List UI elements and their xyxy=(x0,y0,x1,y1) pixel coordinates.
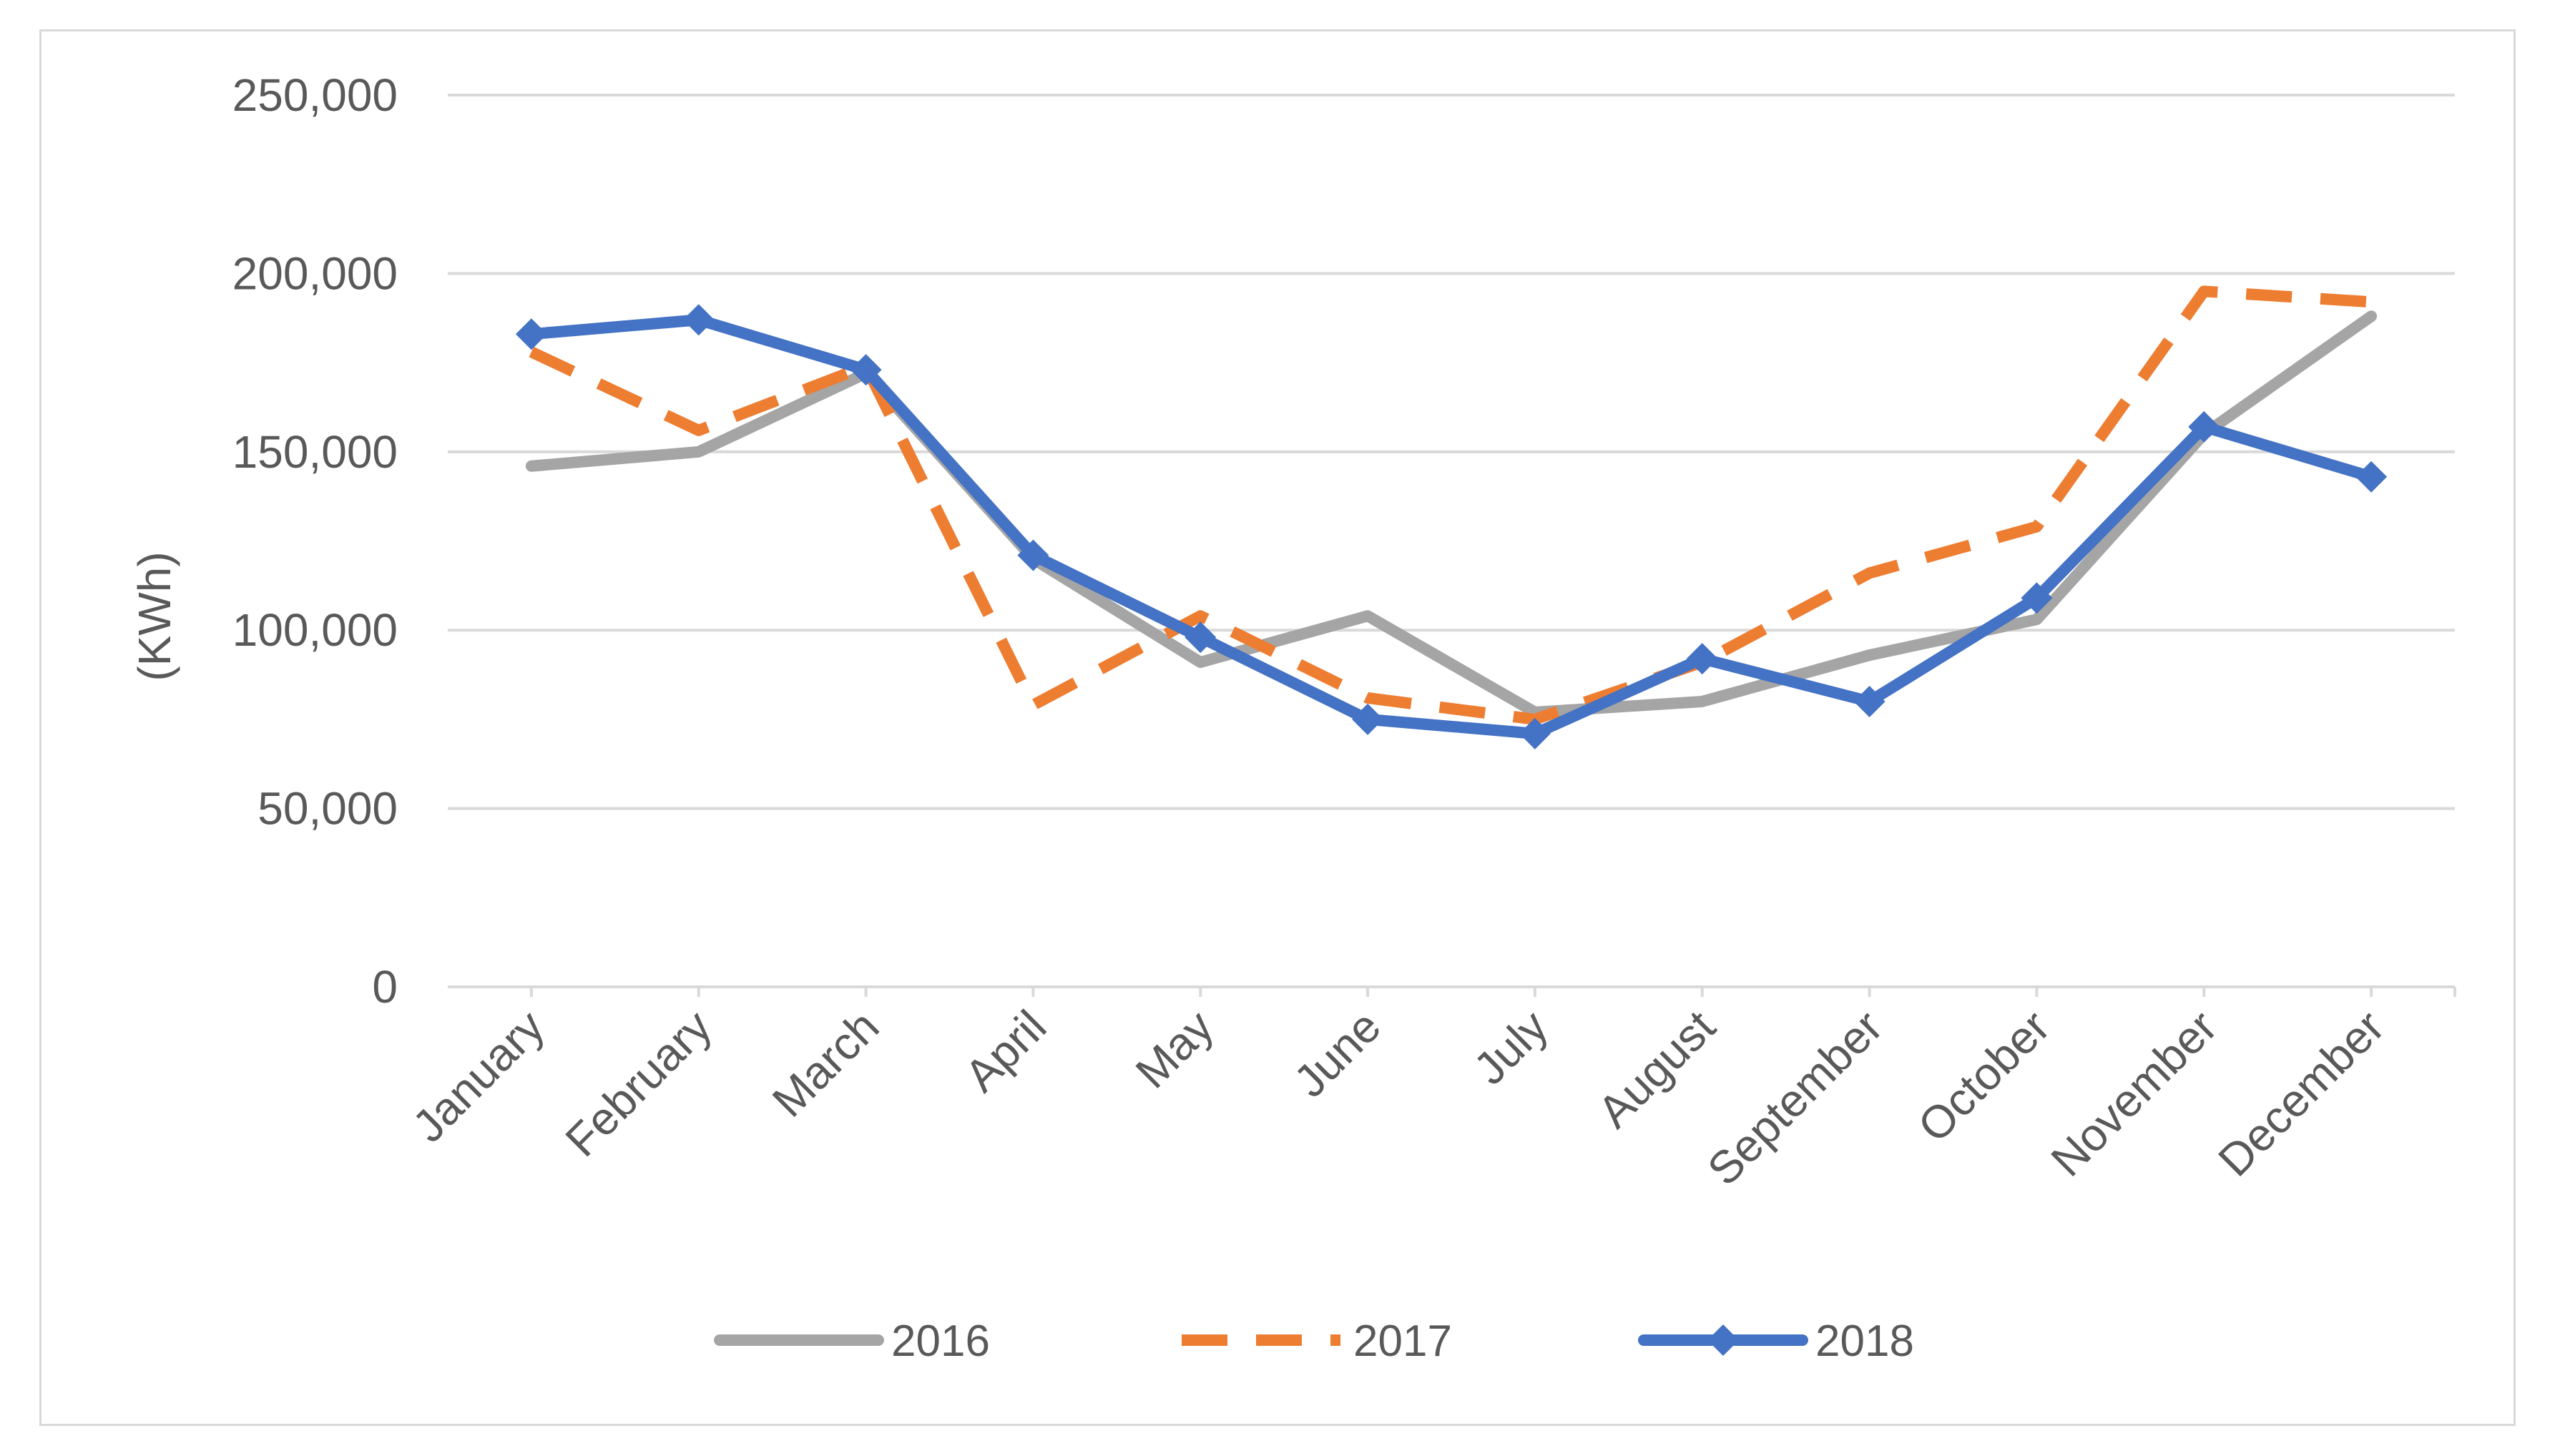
data-point-2018 xyxy=(1185,621,1217,654)
x-tick-label: September xyxy=(1697,1000,1892,1195)
data-point-2018 xyxy=(1352,703,1384,735)
gridlines xyxy=(448,94,2455,810)
data-point-2018 xyxy=(1686,643,1718,675)
x-tick-label: January xyxy=(403,1000,554,1152)
legend-label: 2018 xyxy=(1815,1317,1914,1366)
y-tick-label: 100,000 xyxy=(232,604,398,656)
x-tick-label: November xyxy=(2041,1000,2227,1186)
series-lines xyxy=(515,285,2388,749)
legend-label: 2017 xyxy=(1353,1317,1452,1366)
data-point-2018 xyxy=(2188,410,2220,443)
x-axis-tick-labels: January February March April May June July Augu… xyxy=(403,1000,2394,1195)
x-tick-label: October xyxy=(1908,1000,2059,1152)
series-line-2018 xyxy=(525,314,2378,739)
data-point-2018 xyxy=(1017,539,1049,571)
data-point-2018 xyxy=(1519,717,1551,749)
series-line-2016 xyxy=(525,310,2378,718)
x-tick-label: February xyxy=(556,1000,722,1166)
data-point-2018 xyxy=(2021,582,2053,614)
x-tick-label: April xyxy=(955,1000,1056,1101)
data-point-2018 xyxy=(2355,461,2388,493)
data-point-2018 xyxy=(850,354,882,386)
legend-item-2016[interactable]: 2016 xyxy=(714,1317,990,1366)
data-point-2018 xyxy=(1853,685,1885,717)
data-point-2018 xyxy=(515,318,547,350)
legend-marker xyxy=(1707,1324,1739,1356)
series-line-2017 xyxy=(529,285,2372,725)
chart-frame xyxy=(39,29,2516,1426)
legend-label: 2016 xyxy=(891,1317,990,1366)
data-point-2018 xyxy=(682,304,715,336)
x-tick-label: August xyxy=(1588,1000,1725,1138)
x-axis xyxy=(448,985,2456,997)
y-tick-label: 0 xyxy=(372,961,398,1013)
x-tick-label: July xyxy=(1463,1000,1557,1094)
y-tick-label: 250,000 xyxy=(232,69,398,121)
x-tick-label: May xyxy=(1126,1000,1223,1098)
legend-item-2017[interactable]: 2017 xyxy=(1182,1317,1452,1366)
y-axis-tick-labels: 0 50,000 100,000 150,000 200,000 250,000 xyxy=(232,69,398,1013)
y-tick-label: 50,000 xyxy=(258,783,398,835)
x-tick-label: June xyxy=(1284,1000,1391,1107)
y-axis-label: (KWh) xyxy=(129,551,180,681)
legend[interactable]: 2016 2017 2018 xyxy=(714,1317,1914,1366)
x-tick-label: March xyxy=(762,1000,889,1127)
x-tick-label: December xyxy=(2208,1000,2394,1186)
legend-item-2018[interactable]: 2018 xyxy=(1638,1317,1914,1366)
y-tick-label: 150,000 xyxy=(232,426,398,478)
y-tick-label: 200,000 xyxy=(232,247,398,299)
